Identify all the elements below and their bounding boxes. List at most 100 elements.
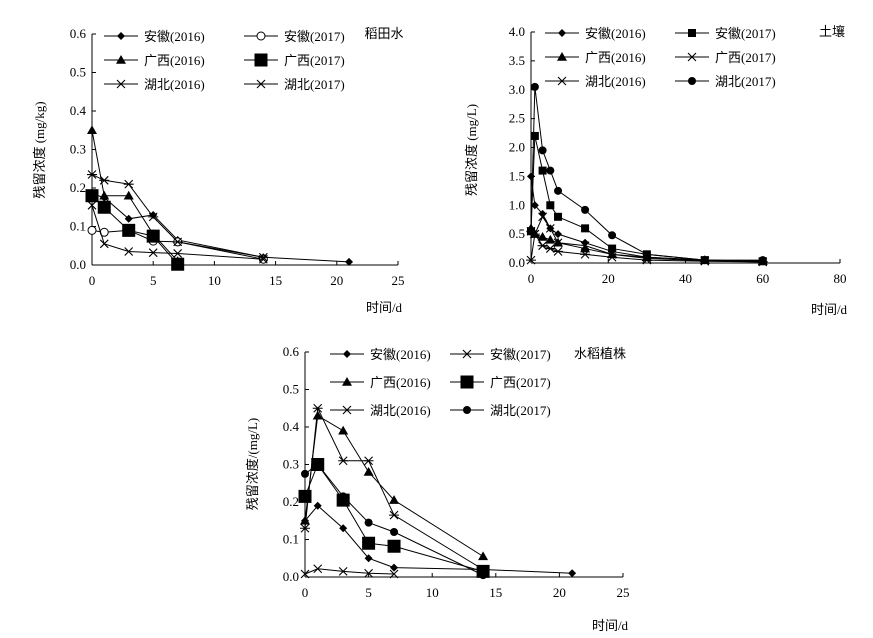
data-point xyxy=(553,238,563,248)
legend-label: 湖北(2016) xyxy=(370,403,431,418)
legend-marker xyxy=(343,350,351,358)
data-point xyxy=(99,239,109,249)
legend-marker xyxy=(342,405,352,415)
x-axis-label: 时间/d xyxy=(811,302,848,317)
legend-entry: 广西(2017) xyxy=(244,53,345,68)
data-point xyxy=(554,186,563,195)
data-point xyxy=(530,201,539,210)
data-point xyxy=(389,495,400,504)
legend-label: 广西(2017) xyxy=(715,50,776,65)
x-tick-label: 0 xyxy=(302,585,309,600)
legend-marker xyxy=(342,377,352,386)
series-line xyxy=(530,86,763,261)
y-tick-label: 0.1 xyxy=(70,219,86,234)
data-point xyxy=(300,569,310,579)
data-point xyxy=(581,238,590,247)
legend-label: 湖北(2016) xyxy=(585,74,646,89)
data-point xyxy=(479,571,488,580)
legend-label: 广西(2017) xyxy=(490,375,551,390)
legend-label: 安徽(2016) xyxy=(370,347,431,362)
data-point xyxy=(122,223,136,237)
legend-label: 广西(2016) xyxy=(144,53,205,68)
legend-entry: 安徽(2016) xyxy=(545,26,646,41)
data-point xyxy=(87,125,97,134)
data-point xyxy=(339,492,348,501)
data-point xyxy=(387,539,401,553)
legend-marker xyxy=(117,32,125,40)
x-tick-label: 15 xyxy=(489,585,502,600)
y-tick-label: 0.2 xyxy=(283,494,299,509)
y-tick-label: 0.4 xyxy=(70,103,87,118)
legend-entry: 广西(2016) xyxy=(104,53,205,68)
y-tick-label: 0.0 xyxy=(283,569,299,584)
y-tick-label: 1.0 xyxy=(509,197,525,212)
legend-entry: 安徽(2016) xyxy=(104,29,205,44)
legend-entry: 广西(2016) xyxy=(545,50,646,65)
x-tick-label: 5 xyxy=(365,585,372,600)
y-tick-label: 0.0 xyxy=(70,257,86,272)
data-point xyxy=(581,205,590,214)
series-2 xyxy=(527,131,767,266)
legend-entry: 安徽(2017) xyxy=(675,26,776,41)
data-point xyxy=(148,212,159,222)
y-tick-label: 0.3 xyxy=(70,142,86,157)
legend-entry: 湖北(2017) xyxy=(675,74,776,89)
legend-entry: 湖北(2017) xyxy=(450,403,551,418)
data-point xyxy=(146,229,160,243)
data-point xyxy=(258,254,268,264)
data-point xyxy=(300,515,310,525)
data-point xyxy=(312,410,323,420)
legend-label: 安徽(2017) xyxy=(284,29,345,44)
data-point xyxy=(554,212,563,221)
legend-marker xyxy=(687,52,697,62)
legend-marker xyxy=(460,375,474,389)
legend-marker xyxy=(462,349,472,359)
y-tick-label: 0.2 xyxy=(70,180,86,195)
data-point xyxy=(364,554,373,563)
data-point xyxy=(97,200,111,214)
data-point xyxy=(546,166,555,175)
x-tick-label: 10 xyxy=(208,273,221,288)
legend-label: 湖北(2017) xyxy=(284,77,345,92)
data-point xyxy=(537,241,548,251)
data-point xyxy=(339,524,348,533)
legend-entry: 广西(2017) xyxy=(450,375,551,390)
y-axis-label: 残留浓度/(mg/L) xyxy=(245,418,260,510)
x-tick-label: 0 xyxy=(528,271,535,286)
legend-label: 安徽(2016) xyxy=(144,29,205,44)
y-tick-label: 2.0 xyxy=(509,140,525,155)
data-point xyxy=(537,232,548,241)
x-tick-label: 15 xyxy=(269,273,282,288)
x-tick-label: 20 xyxy=(330,273,343,288)
data-point xyxy=(313,460,322,469)
y-tick-label: 4.0 xyxy=(509,24,525,39)
data-point xyxy=(545,234,556,244)
data-point xyxy=(364,568,373,578)
x-tick-label: 25 xyxy=(617,585,630,600)
legend-label: 广西(2016) xyxy=(585,50,646,65)
data-point xyxy=(545,244,556,253)
data-point xyxy=(641,255,652,265)
series-line xyxy=(91,205,264,260)
legend-entry: 安徽(2016) xyxy=(330,347,431,362)
data-point xyxy=(87,200,97,210)
legend-marker xyxy=(557,52,567,61)
legend-marker xyxy=(256,31,266,41)
y-axis-label: 残留浓度 (mg/L) xyxy=(464,104,479,196)
data-point xyxy=(580,243,591,253)
series-line xyxy=(304,414,484,557)
legend-entry: 广西(2016) xyxy=(330,375,431,390)
series-5 xyxy=(526,229,768,267)
legend-marker xyxy=(558,29,566,37)
legend-entry: 广西(2017) xyxy=(675,50,776,65)
y-tick-label: 1.5 xyxy=(509,168,525,183)
data-point xyxy=(545,223,555,233)
data-point xyxy=(530,131,539,140)
y-tick-label: 0.5 xyxy=(509,226,525,241)
x-tick-label: 5 xyxy=(150,273,157,288)
data-point xyxy=(99,175,110,185)
y-tick-label: 0.6 xyxy=(70,26,87,41)
y-tick-label: 0.3 xyxy=(283,457,299,472)
x-tick-label: 20 xyxy=(553,585,566,600)
x-tick-label: 10 xyxy=(426,585,439,600)
